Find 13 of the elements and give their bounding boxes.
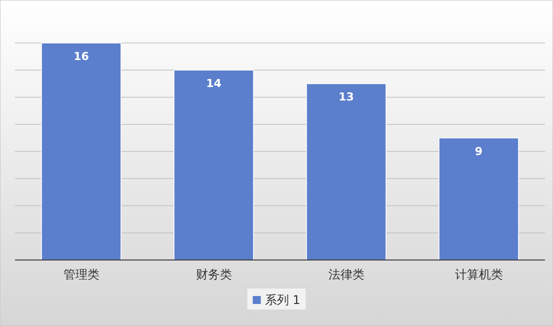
text: 系列 1 [264, 293, 300, 307]
x-tick-label: 财务类 [196, 268, 232, 282]
data-label: 9 [474, 144, 483, 158]
bar [438, 138, 519, 260]
bar [174, 70, 254, 260]
x-tick-label: 管理类 [63, 268, 100, 282]
bar [41, 42, 122, 260]
data-label: 14 [206, 77, 222, 90]
bar [306, 83, 386, 260]
x-tick-label: 法律类 [328, 268, 364, 282]
data-label: 13 [338, 90, 354, 104]
x-tick-label: 计算机类 [454, 268, 503, 282]
data-label: 16 [74, 50, 90, 63]
